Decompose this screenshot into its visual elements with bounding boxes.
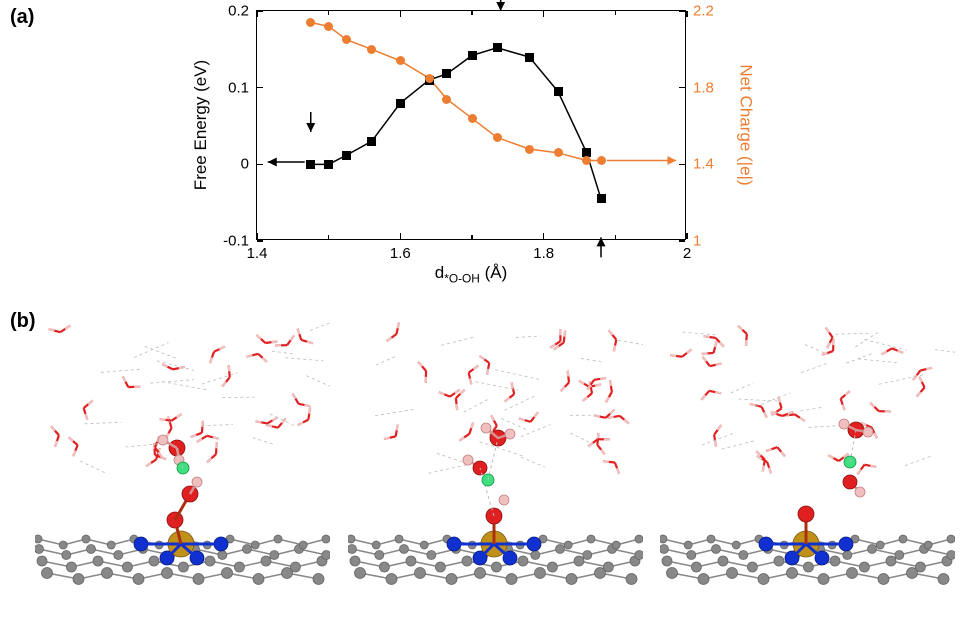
panel-a-label: (a) xyxy=(10,6,34,29)
panel-b-label: (b) xyxy=(10,310,36,333)
render-svg-final xyxy=(660,320,955,610)
y1-axis-title: Free Energy (eV) xyxy=(191,60,211,190)
y2-axis-title: Net Charge (|e|) xyxy=(735,64,755,185)
render-initial xyxy=(35,320,330,610)
figure-root: (a) (b) Free Energy (eV) Net Charge (|e|… xyxy=(0,0,973,635)
render-svg-initial xyxy=(35,320,330,610)
chart-panel-a: Free Energy (eV) Net Charge (|e|) d*O-OH… xyxy=(186,0,786,290)
chart-svg-layer xyxy=(257,11,687,241)
x-axis-title: d*O-OH (Å) xyxy=(435,263,508,285)
render-transition xyxy=(348,320,643,610)
chart-plot-area: Free Energy (eV) Net Charge (|e|) d*O-OH… xyxy=(256,10,686,240)
render-svg-transition xyxy=(348,320,643,610)
render-final xyxy=(660,320,955,610)
render-row xyxy=(35,320,955,620)
